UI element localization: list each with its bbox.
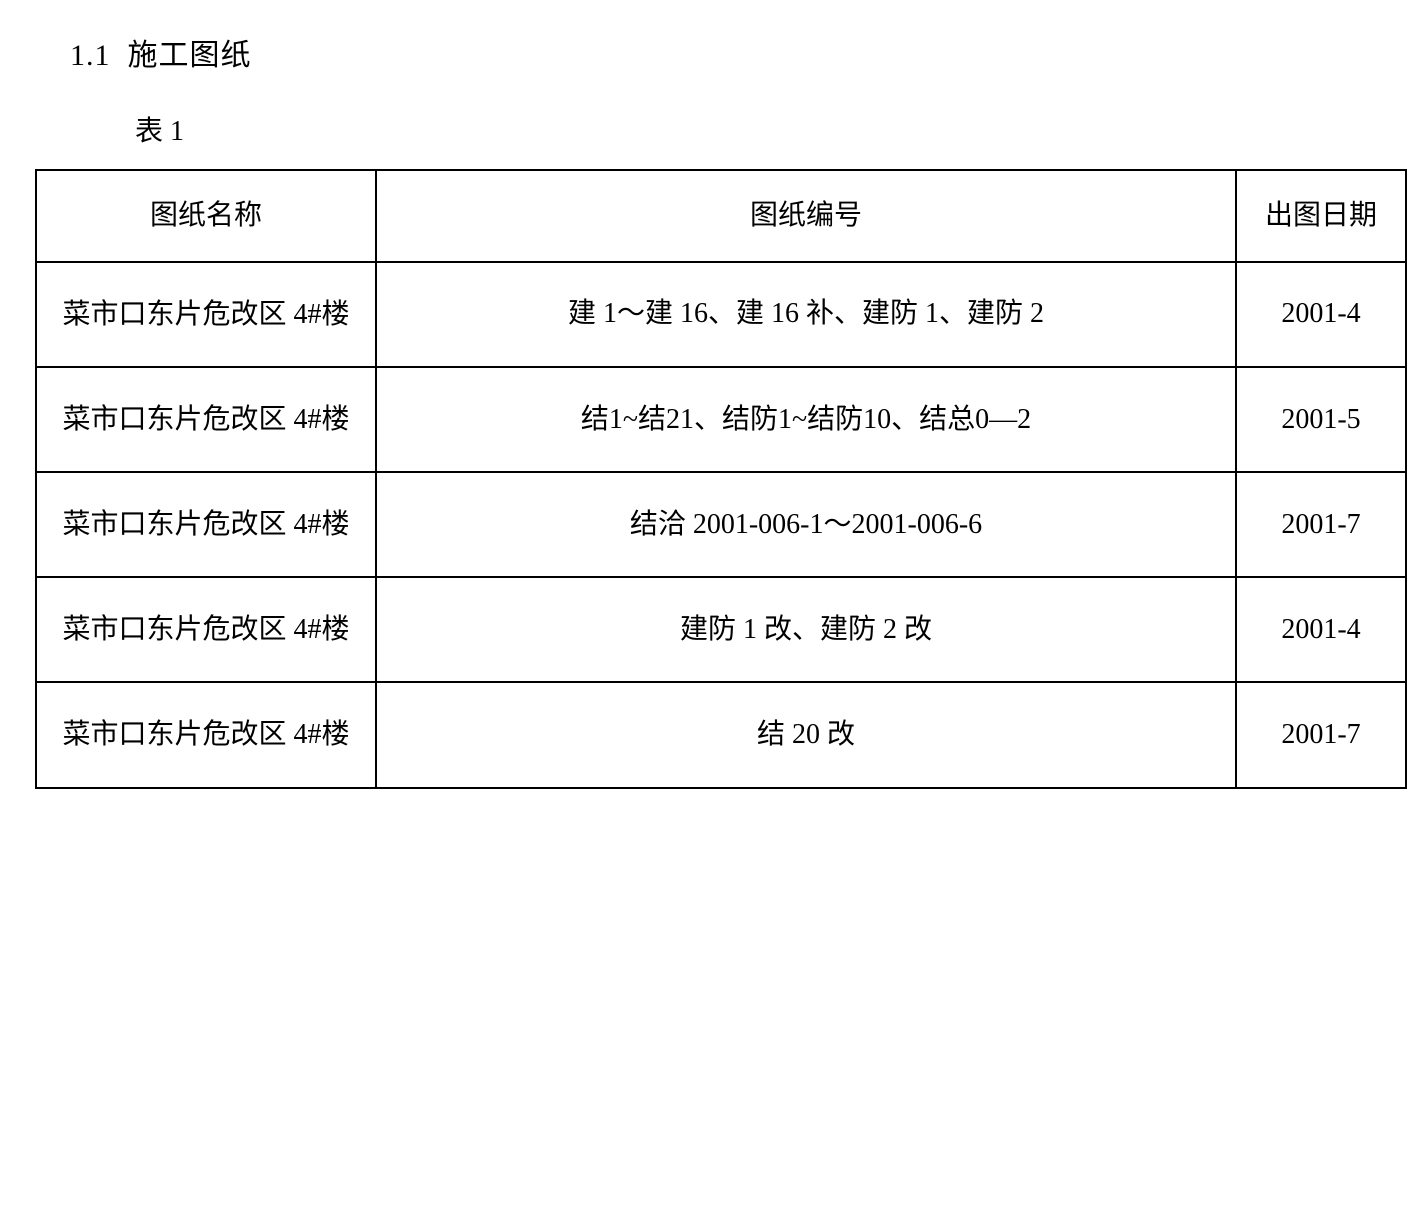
cell-name: 菜市口东片危改区 4#楼 [36, 577, 376, 682]
table-row: 菜市口东片危改区 4#楼 结1~结21、结防1~结防10、结总0—2 2001-… [36, 367, 1406, 472]
cell-number: 结 20 改 [376, 682, 1236, 787]
table-row: 菜市口东片危改区 4#楼 结洽 2001-006-1～2001-006-6 20… [36, 472, 1406, 577]
table-row: 菜市口东片危改区 4#楼 结 20 改 2001-7 [36, 682, 1406, 787]
cell-name: 菜市口东片危改区 4#楼 [36, 367, 376, 472]
col-header-name: 图纸名称 [36, 170, 376, 262]
cell-date: 2001-4 [1236, 577, 1406, 682]
cell-date: 2001-5 [1236, 367, 1406, 472]
section-number: 1.1 [70, 39, 111, 72]
drawings-table: 图纸名称 图纸编号 出图日期 菜市口东片危改区 4#楼 建 1～建 16、建 1… [35, 169, 1407, 789]
cell-date: 2001-7 [1236, 472, 1406, 577]
table-row: 菜市口东片危改区 4#楼 建 1～建 16、建 16 补、建防 1、建防 2 2… [36, 262, 1406, 367]
table-label: 表 1 [135, 109, 1400, 149]
cell-number: 结1~结21、结防1~结防10、结总0—2 [376, 367, 1236, 472]
col-header-date: 出图日期 [1236, 170, 1406, 262]
cell-number: 建 1～建 16、建 16 补、建防 1、建防 2 [376, 262, 1236, 367]
cell-date: 2001-7 [1236, 682, 1406, 787]
table-header-row: 图纸名称 图纸编号 出图日期 [36, 170, 1406, 262]
cell-name: 菜市口东片危改区 4#楼 [36, 472, 376, 577]
cell-name: 菜市口东片危改区 4#楼 [36, 682, 376, 787]
cell-date: 2001-4 [1236, 262, 1406, 367]
cell-name: 菜市口东片危改区 4#楼 [36, 262, 376, 367]
cell-number: 结洽 2001-006-1～2001-006-6 [376, 472, 1236, 577]
cell-number: 建防 1 改、建防 2 改 [376, 577, 1236, 682]
col-header-number: 图纸编号 [376, 170, 1236, 262]
table-row: 菜市口东片危改区 4#楼 建防 1 改、建防 2 改 2001-4 [36, 577, 1406, 682]
section-title: 施工图纸 [128, 39, 252, 72]
section-heading: 1.1 施工图纸 [70, 30, 1400, 74]
